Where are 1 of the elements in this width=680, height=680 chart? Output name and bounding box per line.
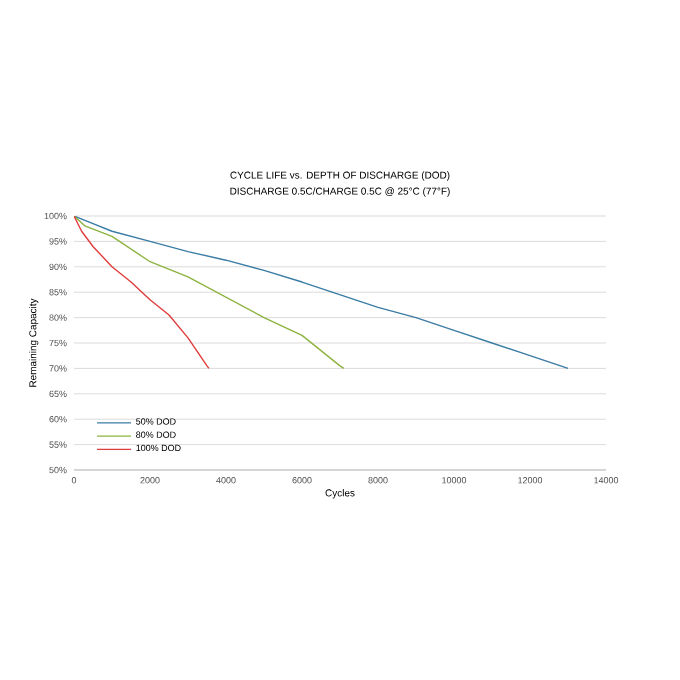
line-series <box>74 216 210 370</box>
